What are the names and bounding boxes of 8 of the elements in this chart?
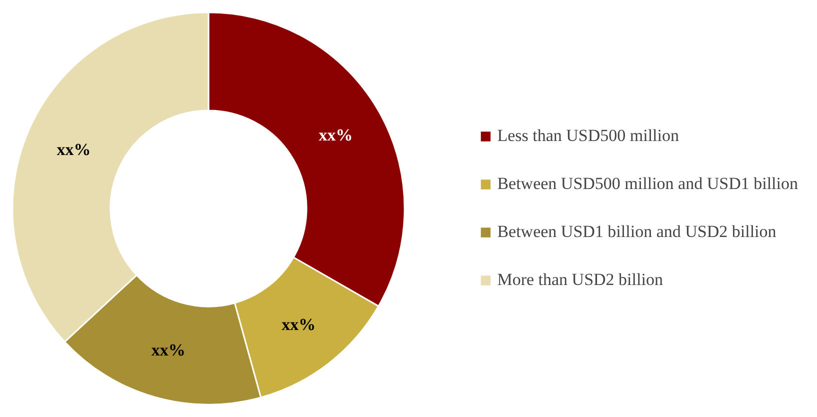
data-label: xx% — [318, 125, 353, 144]
data-label: xx% — [282, 315, 316, 334]
legend-label: Less than USD500 million — [497, 126, 680, 146]
data-label: xx% — [56, 140, 91, 160]
legend-label: More than USD2 billion — [497, 270, 663, 290]
data-label: xx% — [151, 340, 186, 360]
legend-label: Between USD1 billion and USD2 billion — [497, 222, 776, 242]
legend-label: Between USD500 million and USD1 billion — [497, 174, 798, 194]
